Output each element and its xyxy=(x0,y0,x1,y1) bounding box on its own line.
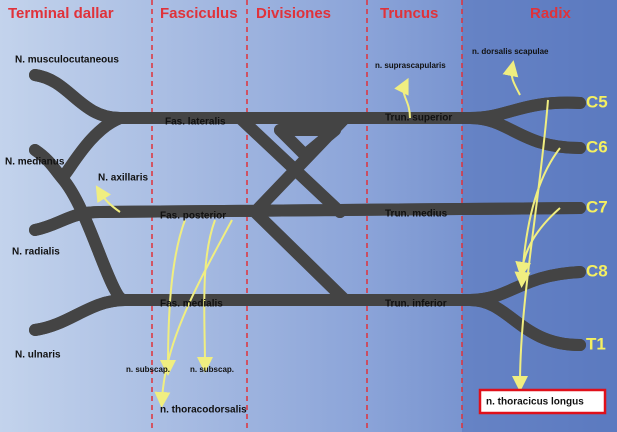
root-label: T1 xyxy=(586,334,606,353)
column-header: Terminal dallar xyxy=(8,5,114,22)
trunk-label: Trun. medius xyxy=(385,209,448,220)
branch-label: n. subscap. xyxy=(190,365,234,374)
column-header: Fasciculus xyxy=(160,5,238,22)
branch-label: n. dorsalis scapulae xyxy=(472,47,549,56)
branch-label: n. thoracicus longus xyxy=(486,397,584,408)
cord-label: Fas. lateralis xyxy=(165,117,226,128)
nerve-label: N. medianus xyxy=(5,157,65,168)
root-label: C5 xyxy=(586,92,608,111)
trunk-label: Trun. inferior xyxy=(385,299,447,310)
cord-label: Fas. posterior xyxy=(160,211,226,222)
branch-label: n. thoracodorsalis xyxy=(160,405,247,416)
nerve-label: N. axillaris xyxy=(98,173,148,184)
branch-label: n. subscap. xyxy=(126,365,170,374)
column-header: Divisiones xyxy=(256,5,331,22)
column-header: Truncus xyxy=(380,5,438,22)
brachial-plexus-diagram: Terminal dallar Fasciculus Divisiones Tr… xyxy=(0,0,617,432)
nerve-label: N. radialis xyxy=(12,247,60,258)
cord-label: Fas. medialis xyxy=(160,299,223,310)
trunk-label: Trun. superior xyxy=(385,113,452,124)
root-label: C8 xyxy=(586,261,608,280)
root-label: C7 xyxy=(586,197,608,216)
root-label: C6 xyxy=(586,137,608,156)
column-header: Radix xyxy=(530,5,572,22)
branch-label: n. suprascapularis xyxy=(375,61,446,70)
nerve-label: N. ulnaris xyxy=(15,350,61,361)
nerve-label: N. musculocutaneous xyxy=(15,55,119,66)
